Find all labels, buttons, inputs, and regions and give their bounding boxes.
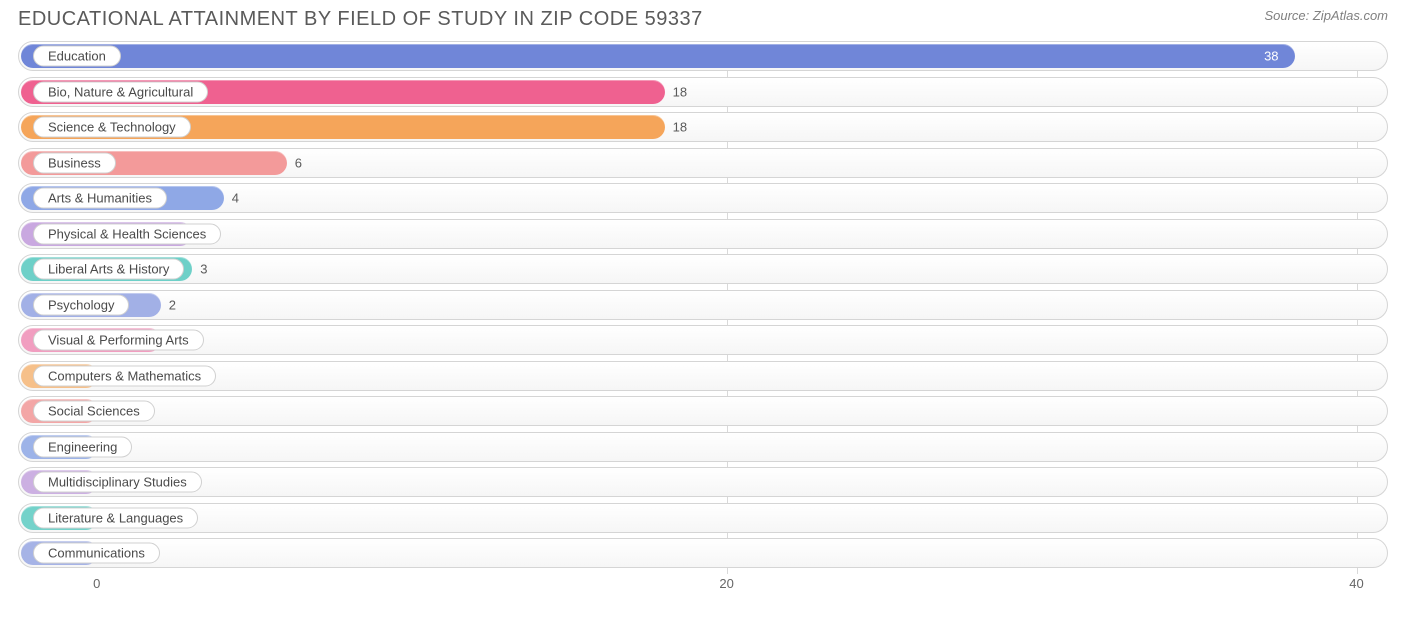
value-label: 38 (1264, 49, 1278, 64)
value-label: 2 (169, 297, 176, 312)
bar-row: Visual & Performing Arts2 (18, 325, 1388, 355)
bar-row: Physical & Health Sciences3 (18, 219, 1388, 249)
chart-header: EDUCATIONAL ATTAINMENT BY FIELD OF STUDY… (0, 0, 1406, 35)
bar-row: Science & Technology 18 (18, 112, 1388, 142)
bar-row: Bio, Nature & Agricultural 18 (18, 77, 1388, 107)
bar-row: Education 38 (18, 41, 1388, 71)
category-pill: Communications (33, 543, 160, 564)
category-pill: Business (33, 152, 116, 173)
category-pill: Visual & Performing Arts (33, 330, 204, 351)
category-pill: Engineering (33, 436, 132, 457)
category-pill: Arts & Humanities (33, 188, 167, 209)
chart-source: Source: ZipAtlas.com (1264, 8, 1388, 23)
bar-row: Engineering0 (18, 432, 1388, 462)
bar-row: Business 6 (18, 148, 1388, 178)
category-pill: Social Sciences (33, 401, 155, 422)
category-pill: Liberal Arts & History (33, 259, 184, 280)
category-pill: Education (33, 46, 121, 67)
chart-title: EDUCATIONAL ATTAINMENT BY FIELD OF STUDY… (18, 8, 703, 31)
bar-row: Psychology 2 (18, 290, 1388, 320)
category-pill: Literature & Languages (33, 507, 198, 528)
value-label: 3 (200, 262, 207, 277)
bar-row: Arts & Humanities 4 (18, 183, 1388, 213)
x-axis: 0 20 40 (18, 574, 1388, 598)
value-label: 18 (673, 84, 687, 99)
category-pill: Computers & Mathematics (33, 365, 216, 386)
bar-row: Communications0 (18, 538, 1388, 568)
value-label: 18 (673, 120, 687, 135)
chart-rows: Education38Bio, Nature & Agricultural18S… (18, 41, 1388, 568)
category-pill: Psychology (33, 294, 129, 315)
x-axis-tick: 0 (93, 576, 100, 591)
x-axis-tick: 40 (1349, 576, 1363, 591)
bar-row: Social Sciences0 (18, 396, 1388, 426)
category-pill: Science & Technology (33, 117, 191, 138)
value-label: 4 (232, 191, 239, 206)
value-label: 6 (295, 155, 302, 170)
category-pill: Physical & Health Sciences (33, 223, 221, 244)
bar-row: Computers & Mathematics0 (18, 361, 1388, 391)
x-axis-tick: 20 (719, 576, 733, 591)
bar-row: Multidisciplinary Studies0 (18, 467, 1388, 497)
bar-fill (21, 44, 1295, 68)
bar-row: Liberal Arts & History 3 (18, 254, 1388, 284)
category-pill: Multidisciplinary Studies (33, 472, 202, 493)
bar-row: Literature & Languages0 (18, 503, 1388, 533)
chart-area: Education38Bio, Nature & Agricultural18S… (18, 41, 1388, 601)
category-pill: Bio, Nature & Agricultural (33, 81, 208, 102)
